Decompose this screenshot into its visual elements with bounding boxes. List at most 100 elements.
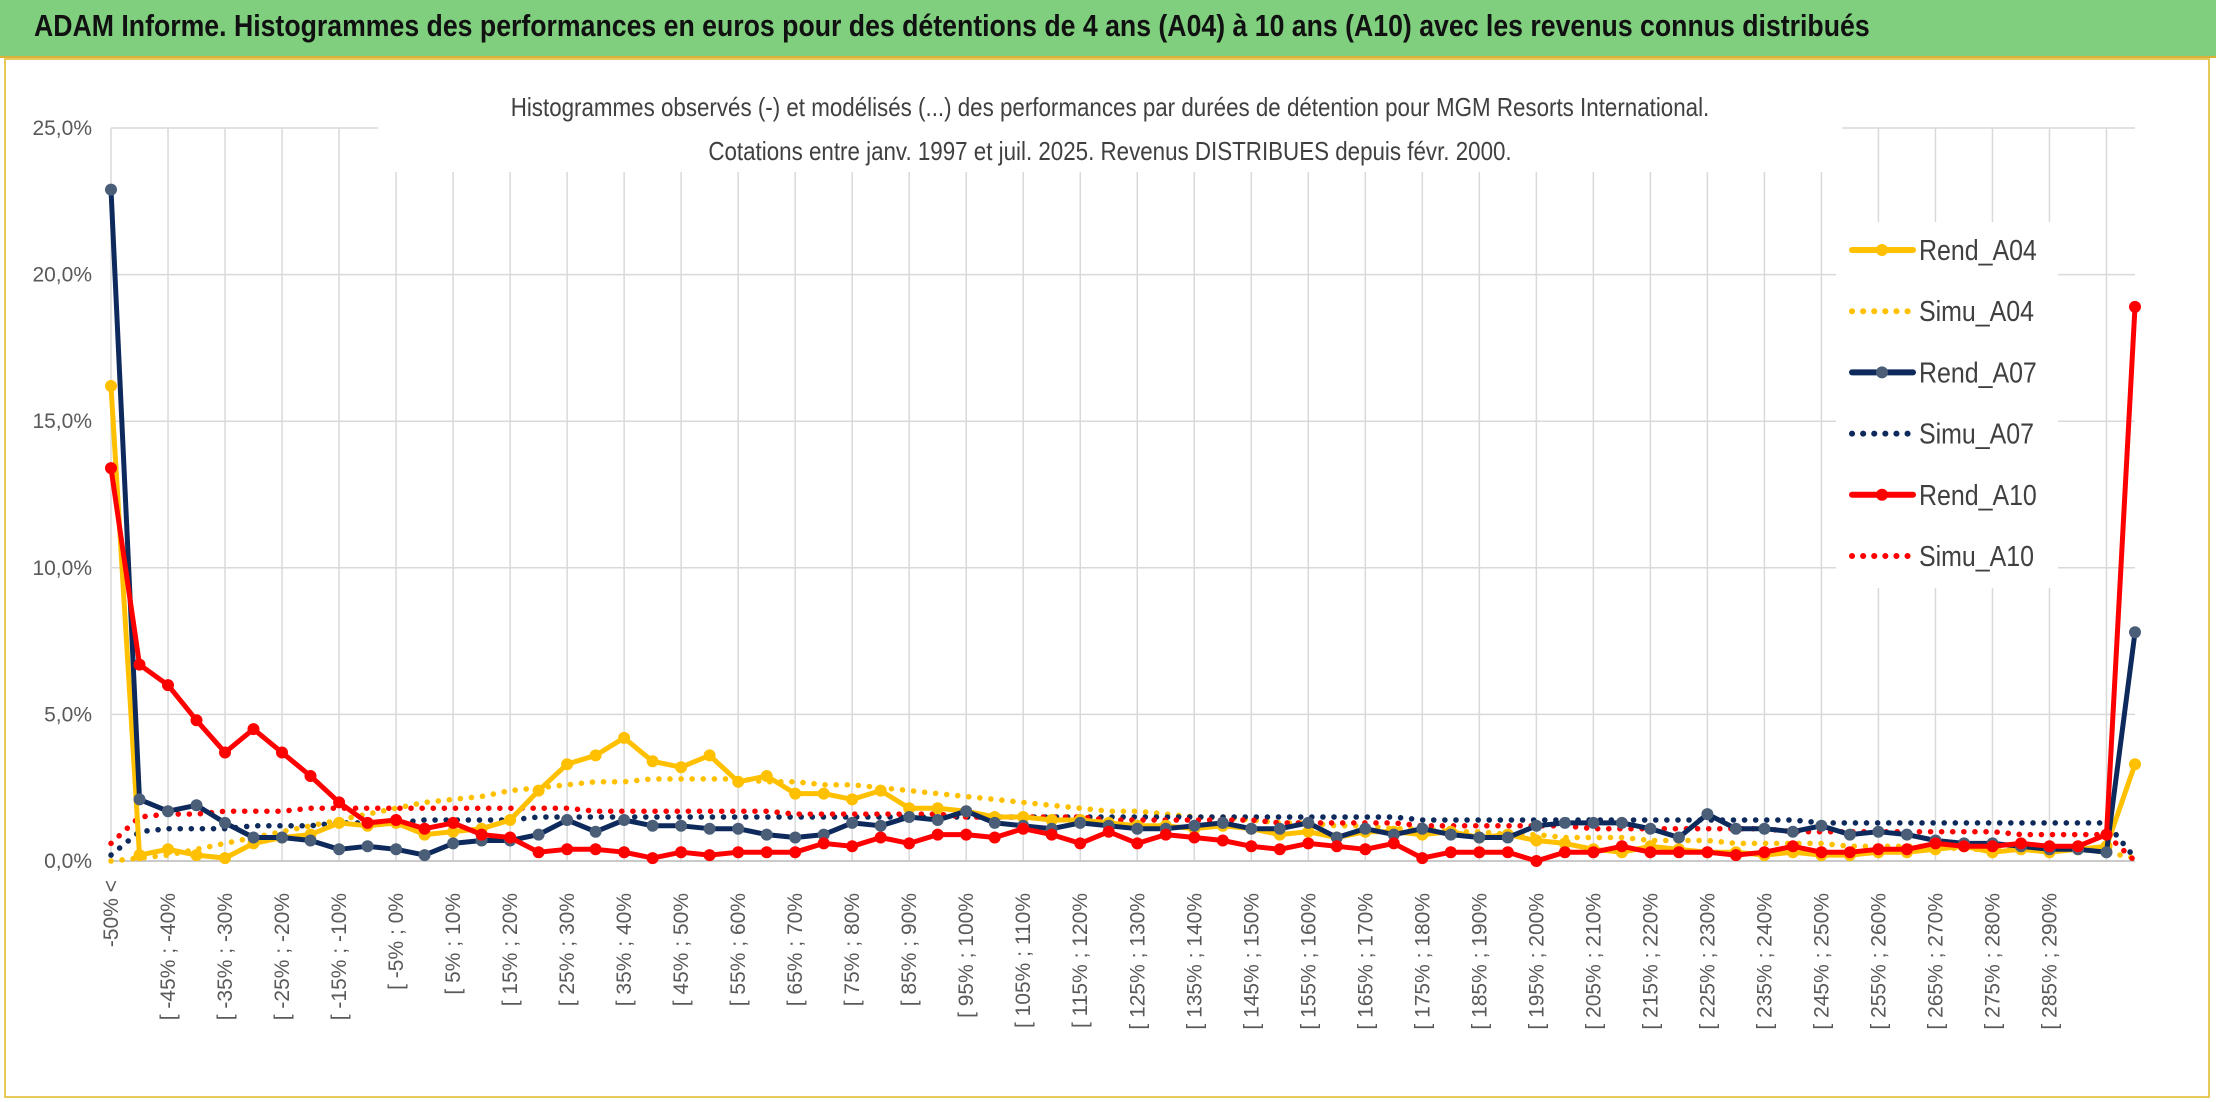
x-tick-label: [ 175% ; 180%: [1411, 893, 1434, 1030]
data-point-rend_a07: [1587, 816, 1600, 829]
data-point-rend_a10: [1416, 852, 1429, 865]
data-point-rend_a10: [190, 714, 203, 727]
data-point-rend_a10: [1045, 828, 1058, 841]
data-point-rend_a04: [817, 787, 830, 800]
data-point-rend_a10: [475, 828, 488, 841]
data-point-rend_a04: [931, 802, 944, 815]
x-tick-label: [ 275% ; 280%: [1981, 893, 2004, 1030]
data-point-rend_a07: [276, 831, 288, 844]
data-point-rend_a10: [1958, 840, 1970, 853]
data-point-rend_a04: [105, 380, 117, 392]
data-point-rend_a07: [874, 819, 887, 832]
data-point-rend_a04: [732, 775, 745, 788]
x-tick-label: [ 75% ; 80%: [841, 893, 864, 1006]
data-point-rend_a04: [190, 849, 203, 862]
data-point-rend_a07: [789, 831, 802, 844]
data-point-rend_a10: [675, 846, 688, 859]
data-point-rend_a07: [988, 816, 1001, 829]
data-point-rend_a07: [304, 834, 317, 847]
data-point-rend_a10: [1701, 846, 1714, 859]
report-title: ADAM Informe. Histogrammes des performan…: [34, 8, 1870, 43]
x-tick-label: [ 65% ; 70%: [784, 893, 807, 1006]
chart-title: Histogrammes observés (-) et modélisés (…: [511, 93, 1710, 122]
data-point-rend_a10: [1330, 840, 1343, 853]
data-point-rend_a10: [1102, 825, 1115, 838]
data-point-rend_a04: [618, 731, 631, 744]
data-point-rend_a04: [504, 814, 517, 826]
data-point-rend_a10: [1786, 840, 1799, 853]
data-point-rend_a10: [418, 822, 431, 835]
data-point-rend_a07: [2129, 626, 2141, 639]
x-tick-label: [ 35% ; 40%: [613, 893, 636, 1006]
data-point-rend_a10: [1815, 846, 1828, 859]
data-point-rend_a10: [589, 843, 602, 856]
x-tick-label: [ 255% ; 260%: [1867, 893, 1890, 1030]
x-tick-label: [ 55% ; 60%: [727, 893, 750, 1006]
data-point-rend_a10: [1843, 846, 1856, 859]
data-point-rend_a10: [846, 840, 859, 853]
x-tick-label: [ 195% ; 200%: [1525, 893, 1548, 1030]
series-line-rend_a04: [108, 383, 2138, 861]
data-point-rend_a10: [960, 828, 973, 841]
x-tick-label: [ 145% ; 150%: [1240, 893, 1263, 1030]
data-point-rend_a10: [646, 852, 659, 865]
data-point-rend_a10: [1273, 843, 1286, 856]
data-point-rend_a10: [361, 816, 374, 829]
data-point-rend_a10: [1074, 837, 1087, 850]
data-point-rend_a07: [846, 816, 859, 829]
data-point-rend_a07: [646, 819, 659, 832]
y-tick-label: 15,0%: [32, 410, 92, 433]
data-point-rend_a07: [618, 814, 631, 826]
data-point-rend_a07: [1644, 822, 1657, 835]
data-point-rend_a10: [1644, 846, 1657, 859]
legend-label: Simu_A07: [1919, 418, 2034, 450]
data-point-rend_a07: [675, 819, 688, 832]
legend-label: Rend_A10: [1919, 479, 2037, 511]
data-point-rend_a04: [646, 755, 659, 768]
data-point-rend_a10: [817, 837, 830, 850]
x-tick-label: [ -5% ; 0%: [385, 893, 408, 990]
data-point-rend_a10: [219, 746, 231, 759]
legend-label: Rend_A07: [1919, 357, 2037, 389]
x-tick-label: [ -45% ; -40%: [157, 893, 180, 1020]
data-point-rend_a10: [1188, 831, 1201, 844]
data-point-rend_a10: [1530, 855, 1543, 867]
legend-label: Rend_A04: [1919, 234, 2037, 266]
chart-subtitle: Cotations entre janv. 1997 et juil. 2025…: [708, 137, 1511, 166]
data-point-rend_a10: [133, 658, 146, 671]
x-tick-label: [ -35% ; -30%: [214, 893, 237, 1020]
data-point-rend_a10: [1672, 846, 1685, 859]
data-point-rend_a04: [133, 849, 146, 862]
data-point-rend_a07: [447, 837, 460, 850]
data-point-rend_a10: [304, 770, 317, 782]
data-point-rend_a10: [1131, 837, 1144, 850]
data-point-rend_a07: [105, 183, 117, 196]
data-point-rend_a07: [1501, 831, 1514, 844]
data-point-rend_a04: [846, 793, 859, 806]
data-point-rend_a07: [1615, 816, 1628, 829]
data-point-rend_a10: [1587, 846, 1600, 859]
data-point-rend_a07: [1701, 808, 1714, 821]
data-point-rend_a10: [1872, 843, 1885, 856]
data-point-rend_a07: [1131, 822, 1144, 835]
data-point-rend_a04: [874, 784, 887, 797]
data-point-rend_a07: [1473, 831, 1486, 844]
data-point-rend_a10: [447, 816, 460, 829]
data-point-rend_a07: [1900, 828, 1913, 841]
data-point-rend_a07: [1786, 825, 1799, 838]
y-tick-label: 5,0%: [44, 703, 92, 726]
data-point-rend_a10: [2015, 837, 2027, 850]
data-point-rend_a10: [931, 828, 944, 841]
data-point-rend_a04: [333, 816, 346, 829]
data-point-rend_a07: [247, 831, 260, 844]
y-tick-label: 20,0%: [32, 264, 92, 287]
x-tick-label: [ 135% ; 140%: [1183, 893, 1206, 1030]
data-point-rend_a07: [532, 828, 545, 841]
data-point-rend_a07: [1758, 822, 1771, 835]
data-point-rend_a07: [1216, 816, 1229, 829]
data-point-rend_a07: [903, 811, 916, 823]
legend-label: Simu_A10: [1919, 540, 2034, 572]
x-tick-label: -50% <: [100, 880, 123, 947]
data-point-rend_a10: [1929, 837, 1942, 850]
data-point-rend_a07: [1872, 825, 1885, 838]
